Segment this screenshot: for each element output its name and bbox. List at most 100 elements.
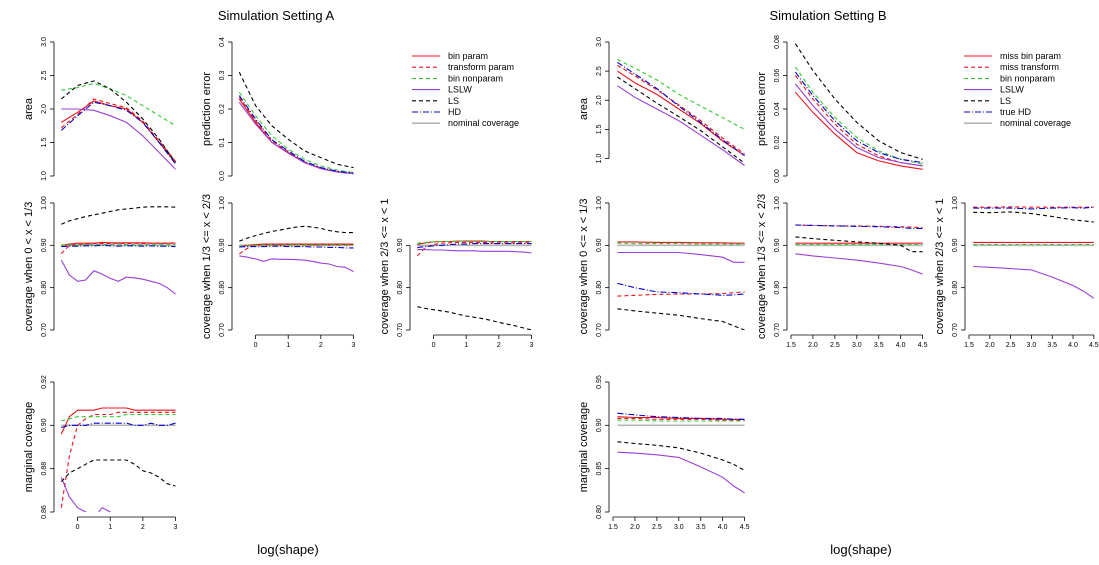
series-line-lslw	[617, 251, 745, 263]
x-tick-label: 4.5	[1089, 342, 1099, 349]
panel-A-marg: 0.86 0.88 0.90 0.92 marginal coverage 0 1 2 3	[23, 375, 178, 531]
x-tick-label: 1.5	[786, 342, 796, 349]
series-group	[617, 241, 745, 330]
y-tick-label: 0.90	[596, 238, 603, 252]
y-tick-label: 1.00	[596, 196, 603, 210]
y-tick-label: 0.80	[397, 281, 404, 295]
series-line-bin-nonparam	[617, 59, 745, 130]
legend-entry: LS	[448, 96, 459, 106]
legend-entry: LS	[1000, 96, 1011, 106]
y-tick-label: 1.00	[952, 196, 959, 210]
legend-entry: bin nonparam	[1000, 73, 1055, 83]
y-tick-label: 2.5	[41, 71, 48, 81]
series-line-bin-nonparam	[61, 413, 176, 422]
y-axis-label: coverage when 2/3 <= x < 1	[934, 198, 946, 334]
series-line-bin-nonparam	[794, 66, 923, 165]
series-group	[617, 59, 745, 166]
y-tick-label: 0.70	[774, 323, 781, 337]
series-line-bin-param	[60, 407, 176, 435]
x-tick-label: 3.5	[696, 524, 706, 531]
y-axis-label: coverage when 2/3 <= x < 1	[379, 198, 391, 334]
y-axis-label: coverage when 0 < x < 1/3	[23, 202, 35, 332]
x-tick-label: 4.0	[896, 342, 906, 349]
x-tick-label: 1	[464, 342, 468, 349]
series-group	[238, 71, 354, 175]
y-tick-label: 3.0	[41, 37, 48, 47]
y-tick-label: 0.00	[774, 169, 781, 183]
legend-entry: LSLW	[448, 85, 472, 95]
series-line-lslw	[794, 83, 923, 167]
x-tick-label: 2	[141, 524, 145, 531]
series-line-lslw	[239, 255, 354, 273]
y-axis-label: area	[578, 97, 590, 120]
series-line-bin-param	[61, 100, 176, 163]
y-tick-label: 0.80	[774, 281, 781, 295]
series-line-ls	[617, 441, 745, 471]
series-line-bin-nonparam	[239, 244, 354, 247]
y-tick-label: 0.80	[596, 505, 603, 519]
y-tick-label: 1.5	[596, 124, 603, 134]
series-line-bin-nonparam	[61, 82, 176, 127]
y-tick-label: 0.70	[41, 323, 48, 337]
series-line-transform-param	[60, 98, 176, 162]
x-tick-label: 0	[254, 342, 258, 349]
y-axis-label: prediction error	[201, 72, 213, 146]
series-line-transform-param	[60, 242, 176, 255]
panel-A-cov3: 0.70 0.80 0.90 coverage when 2/3 <= x < 1 0 1…	[379, 198, 534, 349]
series-group	[795, 224, 923, 275]
series-line-ls	[61, 206, 176, 225]
x-tick-label: 2	[319, 342, 323, 349]
series-line-ls	[238, 71, 354, 169]
panel-B-pred: 0.00 0.02 0.04 0.06 0.08 prediction error	[756, 35, 923, 183]
y-tick-label: 0.2	[219, 104, 226, 114]
legend-entry: nominal coverage	[448, 118, 519, 128]
y-axis-label: area	[23, 97, 35, 120]
series-line-ls	[60, 80, 176, 163]
series-line-hd	[417, 243, 532, 248]
series-group	[794, 43, 923, 170]
y-tick-label: 0.1	[219, 138, 226, 148]
x-tick-label: 2	[497, 342, 501, 349]
x-tick-label: 4.5	[918, 342, 928, 349]
x-tick-label: 3.0	[674, 524, 684, 531]
y-tick-label: 3.0	[596, 37, 603, 47]
y-tick-label: 1.0	[596, 154, 603, 164]
series-line-lslw	[60, 477, 112, 512]
x-tick-label: 3.0	[852, 342, 862, 349]
y-tick-label: 1.00	[219, 196, 226, 210]
series-line-bin-nonparam	[61, 243, 176, 246]
panel-B-area: 1.0 1.5 2.0 2.5 3.0 area	[578, 37, 745, 166]
series-line-lslw	[60, 259, 176, 295]
series-line-lslw	[617, 85, 745, 166]
series-line-lslw	[238, 101, 354, 175]
panel-A-cov1: 0.70 0.80 0.90 1.00 coverage when 0 < x < 1/…	[23, 196, 176, 337]
series-line-lslw	[417, 249, 532, 254]
y-tick-label: 0.4	[219, 37, 226, 47]
y-tick-label: 0.90	[397, 238, 404, 252]
series-line-ls	[60, 459, 176, 487]
panel-B-cov1: 0.70 0.80 0.90 1.00 coverage when 0 <= x < 1…	[578, 196, 745, 337]
x-tick-label: 3.5	[874, 342, 884, 349]
series-line-true-hd	[795, 224, 923, 229]
panel-A-area: 1.0 1.5 2.0 2.5 3.0 area	[23, 37, 176, 181]
y-axis-label: prediction error	[756, 72, 768, 146]
series-line-true-hd	[973, 206, 1094, 210]
series-line-hd	[61, 244, 176, 248]
series-line-ls	[794, 43, 923, 160]
x-tick-label: 3	[530, 342, 534, 349]
series-line-bin-nonparam	[238, 91, 354, 174]
series-line-bin-nonparam	[617, 242, 745, 245]
x-tick-label: 1.5	[608, 524, 618, 531]
y-tick-label: 0.86	[41, 505, 48, 519]
series-line-ls	[795, 236, 923, 253]
series-line-ls	[617, 308, 745, 330]
y-tick-label: 2.0	[41, 104, 48, 114]
y-tick-label: 0.80	[596, 281, 603, 295]
y-axis-label: coverage when 0 <= x < 1/3	[578, 198, 590, 334]
y-axis-label: marginal coverage	[578, 402, 590, 493]
y-tick-label: 0.70	[219, 323, 226, 337]
series-line-transform-param	[416, 241, 532, 257]
y-tick-label: 0.80	[219, 281, 226, 295]
y-tick-label: 0.90	[774, 238, 781, 252]
